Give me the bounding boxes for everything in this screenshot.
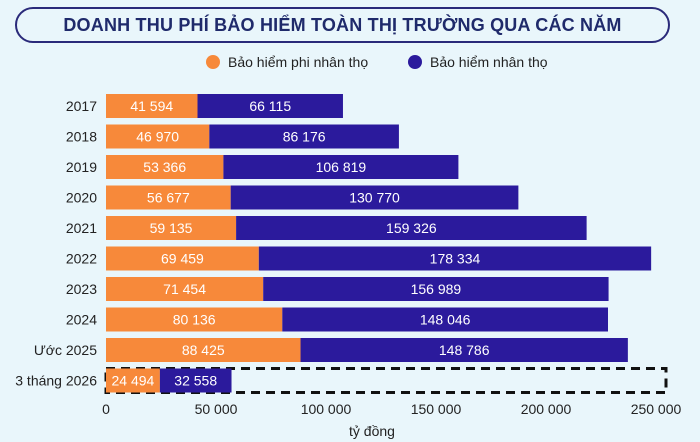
category-label: 2022 bbox=[66, 251, 97, 267]
bar-label-non-life: 80 136 bbox=[173, 312, 216, 328]
legend-swatch-life bbox=[408, 55, 422, 69]
bar-non-life bbox=[106, 155, 224, 179]
bar-life bbox=[258, 246, 652, 271]
bar-non-life bbox=[106, 185, 231, 210]
bar-label-life: 32 558 bbox=[174, 373, 217, 389]
bar-label-life: 86 176 bbox=[283, 129, 326, 145]
category-label: 2018 bbox=[66, 129, 97, 145]
category-label: Ước 2025 bbox=[34, 342, 97, 358]
bar-life bbox=[159, 368, 232, 393]
x-tick-label: 0 bbox=[102, 401, 110, 417]
bar-label-non-life: 88 425 bbox=[182, 342, 225, 358]
category-label: 2017 bbox=[66, 98, 97, 114]
x-tick-label: 150 000 bbox=[411, 401, 462, 417]
bar-non-life bbox=[106, 307, 283, 332]
category-label: 2021 bbox=[66, 220, 97, 236]
legend-label-life: Bảo hiểm nhân thọ bbox=[430, 54, 548, 70]
bar-label-non-life: 59 135 bbox=[150, 220, 193, 236]
x-tick-label: 50 000 bbox=[195, 401, 238, 417]
bar-label-life: 66 115 bbox=[249, 98, 291, 114]
x-tick-label: 200 000 bbox=[521, 401, 572, 417]
bar-label-life: 159 326 bbox=[386, 220, 437, 236]
bar-label-non-life: 46 970 bbox=[136, 129, 179, 145]
x-axis-title: tỷ đồng bbox=[349, 423, 395, 439]
bar-life bbox=[197, 94, 343, 118]
bar-life bbox=[209, 124, 399, 149]
legend: Bảo hiểm phi nhân thọ Bảo hiểm nhân thọ bbox=[0, 52, 700, 72]
legend-swatch-non-life bbox=[206, 55, 220, 69]
bar-non-life bbox=[106, 277, 264, 301]
bar-life bbox=[300, 338, 628, 362]
bar-label-life: 148 786 bbox=[439, 342, 490, 358]
bar-non-life bbox=[106, 124, 210, 149]
bar-label-non-life: 53 366 bbox=[143, 159, 186, 175]
chart-title: DOANH THU PHÍ BẢO HIỂM TOÀN THỊ TRƯỜNG Q… bbox=[63, 15, 622, 35]
bar-life bbox=[236, 216, 587, 240]
bar-label-life: 156 989 bbox=[411, 281, 462, 297]
category-label: 2024 bbox=[66, 312, 97, 328]
x-tick-label: 100 000 bbox=[301, 401, 352, 417]
bar-non-life bbox=[106, 94, 198, 118]
bar-non-life bbox=[106, 246, 259, 271]
bar-non-life bbox=[106, 338, 301, 362]
bar-life bbox=[230, 185, 519, 210]
category-label: 2020 bbox=[66, 190, 97, 206]
x-tick-label: 250 000 bbox=[631, 401, 682, 417]
legend-label-non-life: Bảo hiểm phi nhân thọ bbox=[228, 54, 369, 70]
bar-label-life: 178 334 bbox=[430, 251, 481, 267]
bar-label-life: 106 819 bbox=[316, 159, 367, 175]
bar-label-non-life: 56 677 bbox=[147, 190, 190, 206]
bar-non-life bbox=[106, 216, 237, 240]
category-label: 2019 bbox=[66, 159, 97, 175]
bar-label-non-life: 24 494 bbox=[112, 373, 155, 389]
bar-label-non-life: 71 454 bbox=[163, 281, 206, 297]
bar-life bbox=[223, 155, 459, 179]
category-label: 3 tháng 2026 bbox=[15, 373, 97, 389]
bar-label-life: 148 046 bbox=[420, 312, 471, 328]
bar-label-non-life: 41 594 bbox=[130, 98, 173, 114]
title-box: DOANH THU PHÍ BẢO HIỂM TOÀN THỊ TRƯỜNG Q… bbox=[15, 7, 670, 43]
bar-non-life bbox=[106, 368, 160, 393]
bar-label-life: 130 770 bbox=[349, 190, 400, 206]
bar-life bbox=[282, 307, 609, 332]
bar-life bbox=[263, 277, 609, 301]
category-label: 2023 bbox=[66, 281, 97, 297]
bar-label-non-life: 69 459 bbox=[161, 251, 204, 267]
